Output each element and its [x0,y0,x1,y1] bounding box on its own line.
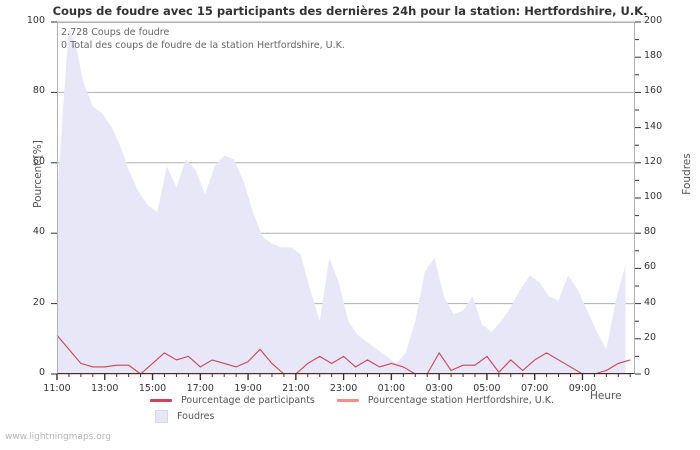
legend-label-station: Pourcentage station Hertfordshire, U.K. [367,394,555,406]
legend-swatch-foudres-icon [155,409,168,423]
y-axis-right-tick-label: 200 [644,15,663,26]
y-axis-right-tick-label: 160 [644,85,663,97]
legend-item-participants[interactable]: Pourcentage de participants [150,395,315,406]
legend-item-foudres[interactable]: Foudres [150,409,215,423]
x-axis-tick-label: 17:00 [186,383,214,394]
legend-swatch-participants-icon [150,398,172,402]
legend: Pourcentage de participants Pourcentage … [150,392,670,424]
x-axis-tick-label: 21:00 [282,383,310,394]
x-axis-tick-label: 23:00 [329,383,358,394]
y-axis-right-tick-label: 180 [644,50,663,62]
y-axis-right-tick-label: 120 [644,155,663,167]
y-axis-left-tick-label: 0 [38,367,45,378]
annotation-station-strokes-label: Total des coups de foudre de la station … [70,40,345,51]
y-axis-right-tick-label: 60 [644,261,657,273]
y-axis-right-tick-label: 20 [644,331,657,343]
y-axis-right-title: Foudres [681,153,693,195]
annotation-station-strokes: 0 Total des coups de foudre de la statio… [61,40,345,51]
x-axis-tick-label: 11:00 [43,383,71,394]
annotation-station-strokes-value: 0 [61,40,68,51]
legend-row-2: Foudres [150,408,670,424]
y-axis-right-tick-label: 0 [644,367,651,378]
y-axis-left-tick-label: 100 [26,15,45,26]
legend-row-1: Pourcentage de participants Pourcentage … [150,392,670,408]
legend-swatch-station-icon [336,398,359,402]
x-axis-tick-label: 05:00 [473,383,501,394]
page-title: Coups de foudre avec 15 participants des… [52,4,648,18]
x-axis-tick-label: 07:00 [520,383,549,394]
y-axis-right-tick-label: 100 [644,191,663,202]
y-axis-right-tick-label: 140 [644,120,663,132]
annotation-total-strokes-label: Coups de foudre [91,27,170,38]
legend-label-participants: Pourcentage de participants [181,394,315,406]
x-axis-title: Heure [590,390,622,402]
annotation-total-strokes-value: 2.728 [61,27,89,38]
y-axis-left-title: Pourcent [%] [32,140,44,208]
x-axis-tick-label: 15:00 [138,383,167,394]
y-axis-left-tick-label: 20 [32,296,45,308]
legend-item-station[interactable]: Pourcentage station Hertfordshire, U.K. [336,394,555,406]
y-axis-right-tick-label: 80 [644,226,657,238]
x-axis-tick-label: 01:00 [377,383,406,394]
annotation-total-strokes: 2.728 Coups de foudre [61,27,169,38]
legend-label-foudres: Foudres [177,410,215,422]
watermark: www.lightningmaps.org [5,432,111,442]
x-axis-tick-label: 03:00 [425,383,453,394]
y-axis-left-tick-label: 40 [32,226,45,238]
x-axis-tick-label: 09:00 [568,383,597,394]
y-axis-left-tick-label: 60 [32,155,45,167]
y-axis-right-tick-label: 40 [644,296,657,308]
x-axis-tick-label: 19:00 [234,383,262,394]
y-axis-left-tick-label: 80 [32,85,45,97]
x-axis-tick-label: 13:00 [91,383,119,394]
plot-area [56,21,635,375]
